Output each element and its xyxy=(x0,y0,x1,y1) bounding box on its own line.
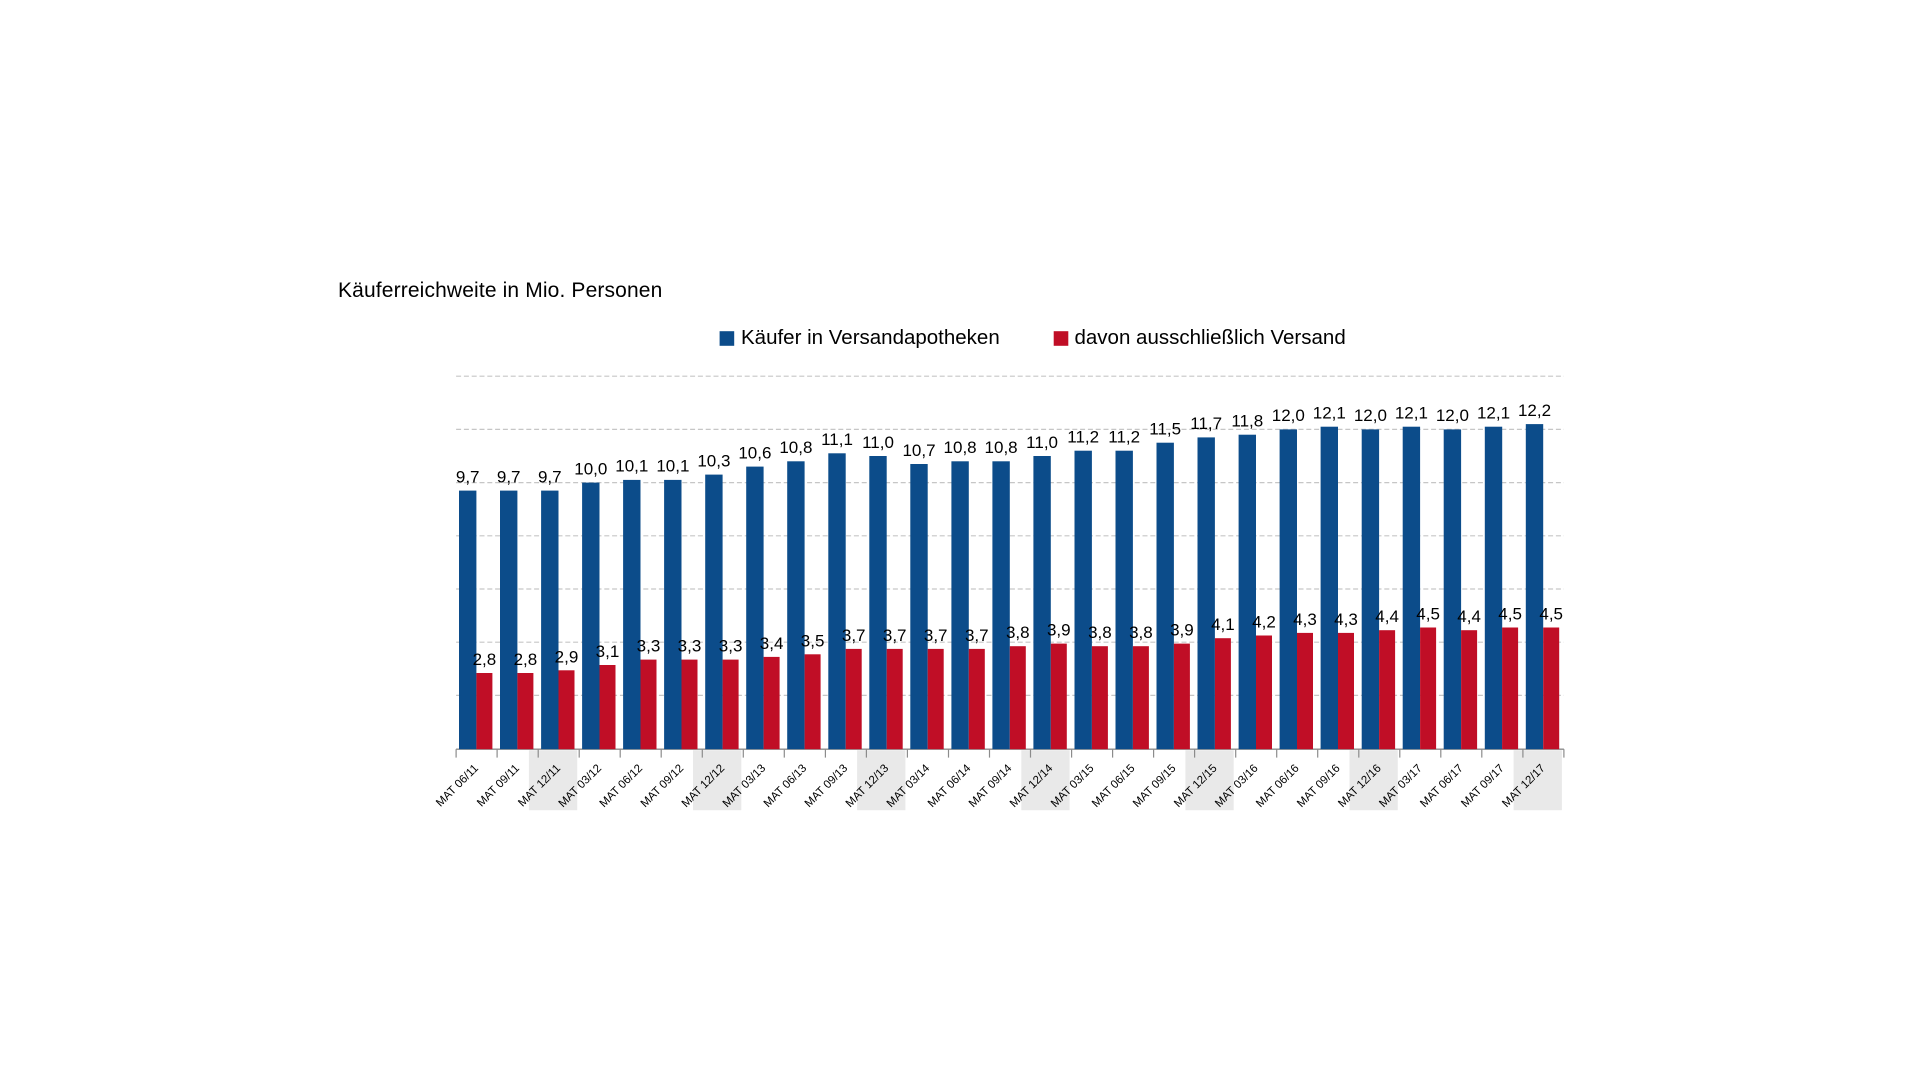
svg-text:4,4: 4,4 xyxy=(1457,607,1481,626)
svg-text:Käufer in Versandapotheken: Käufer in Versandapotheken xyxy=(741,326,1000,349)
svg-text:9,7: 9,7 xyxy=(538,467,562,486)
svg-text:10,8: 10,8 xyxy=(779,438,812,457)
svg-text:3,8: 3,8 xyxy=(1129,623,1153,642)
svg-text:12,1: 12,1 xyxy=(1313,404,1346,423)
svg-text:3,3: 3,3 xyxy=(637,637,661,656)
svg-text:12,1: 12,1 xyxy=(1395,404,1428,423)
svg-text:3,1: 3,1 xyxy=(596,642,620,661)
svg-text:3,7: 3,7 xyxy=(842,626,866,645)
svg-text:3,8: 3,8 xyxy=(1088,623,1112,642)
svg-text:2,9: 2,9 xyxy=(555,647,579,666)
svg-text:3,8: 3,8 xyxy=(1006,623,1030,642)
svg-text:12,0: 12,0 xyxy=(1272,406,1305,425)
svg-text:11,5: 11,5 xyxy=(1149,420,1181,439)
svg-text:10,0: 10,0 xyxy=(574,459,607,478)
svg-text:3,9: 3,9 xyxy=(1047,621,1071,640)
svg-text:3,4: 3,4 xyxy=(760,634,784,653)
svg-text:3,9: 3,9 xyxy=(1170,621,1194,640)
svg-text:3,7: 3,7 xyxy=(883,626,907,645)
svg-text:3,7: 3,7 xyxy=(924,626,948,645)
svg-text:4,3: 4,3 xyxy=(1293,610,1317,629)
svg-text:3,3: 3,3 xyxy=(678,637,702,656)
svg-text:Käuferreichweite in Mio. Perso: Käuferreichweite in Mio. Personen xyxy=(338,279,662,302)
svg-text:2,8: 2,8 xyxy=(473,650,497,669)
svg-text:10,1: 10,1 xyxy=(615,457,648,476)
svg-text:12,1: 12,1 xyxy=(1477,404,1510,423)
svg-text:4,1: 4,1 xyxy=(1211,615,1235,634)
svg-text:11,0: 11,0 xyxy=(1026,433,1058,452)
svg-text:4,3: 4,3 xyxy=(1334,610,1358,629)
svg-text:9,7: 9,7 xyxy=(497,467,521,486)
svg-text:davon ausschließlich Versand: davon ausschließlich Versand xyxy=(1075,326,1346,349)
svg-text:4,5: 4,5 xyxy=(1498,605,1522,624)
svg-text:3,3: 3,3 xyxy=(719,637,743,656)
svg-text:12,0: 12,0 xyxy=(1436,406,1469,425)
svg-text:11,2: 11,2 xyxy=(1067,428,1099,447)
svg-text:11,7: 11,7 xyxy=(1190,414,1222,433)
svg-text:10,8: 10,8 xyxy=(985,438,1018,457)
svg-text:12,0: 12,0 xyxy=(1354,406,1387,425)
svg-text:10,6: 10,6 xyxy=(738,443,771,462)
svg-text:12,2: 12,2 xyxy=(1518,401,1551,420)
svg-text:11,8: 11,8 xyxy=(1231,412,1263,431)
svg-text:11,1: 11,1 xyxy=(821,430,853,449)
svg-text:10,7: 10,7 xyxy=(902,441,935,460)
svg-text:3,5: 3,5 xyxy=(801,631,825,650)
svg-text:4,5: 4,5 xyxy=(1416,605,1440,624)
svg-text:10,1: 10,1 xyxy=(656,457,689,476)
svg-text:9,7: 9,7 xyxy=(456,467,480,486)
svg-text:3,7: 3,7 xyxy=(965,626,989,645)
svg-text:4,2: 4,2 xyxy=(1252,613,1276,632)
svg-text:10,8: 10,8 xyxy=(944,438,977,457)
svg-text:11,0: 11,0 xyxy=(862,433,894,452)
svg-text:11,2: 11,2 xyxy=(1108,428,1140,447)
svg-text:2,8: 2,8 xyxy=(514,650,538,669)
svg-text:4,5: 4,5 xyxy=(1539,605,1563,624)
svg-text:10,3: 10,3 xyxy=(697,451,730,470)
svg-text:4,4: 4,4 xyxy=(1375,607,1399,626)
